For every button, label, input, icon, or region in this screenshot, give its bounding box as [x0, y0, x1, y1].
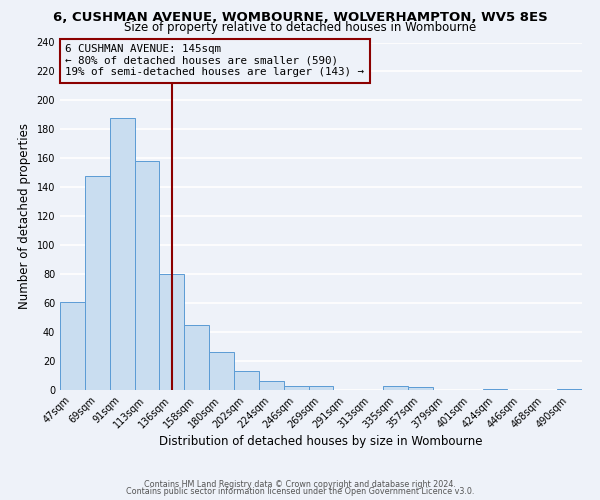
Text: Contains public sector information licensed under the Open Government Licence v3: Contains public sector information licen… [126, 487, 474, 496]
Bar [209, 352, 234, 390]
Bar [60, 302, 85, 390]
Bar [284, 386, 308, 390]
Y-axis label: Number of detached properties: Number of detached properties [18, 123, 31, 309]
Bar [184, 325, 209, 390]
Bar [110, 118, 134, 390]
Bar [557, 388, 582, 390]
Bar [308, 386, 334, 390]
Text: 6 CUSHMAN AVENUE: 145sqm
← 80% of detached houses are smaller (590)
19% of semi-: 6 CUSHMAN AVENUE: 145sqm ← 80% of detach… [65, 44, 364, 78]
Bar [85, 176, 110, 390]
Bar [259, 382, 284, 390]
Text: 6, CUSHMAN AVENUE, WOMBOURNE, WOLVERHAMPTON, WV5 8ES: 6, CUSHMAN AVENUE, WOMBOURNE, WOLVERHAMP… [53, 11, 547, 24]
Text: Size of property relative to detached houses in Wombourne: Size of property relative to detached ho… [124, 21, 476, 34]
X-axis label: Distribution of detached houses by size in Wombourne: Distribution of detached houses by size … [159, 436, 483, 448]
Bar [383, 386, 408, 390]
Bar [408, 387, 433, 390]
Text: Contains HM Land Registry data © Crown copyright and database right 2024.: Contains HM Land Registry data © Crown c… [144, 480, 456, 489]
Bar [160, 274, 184, 390]
Bar [482, 388, 508, 390]
Bar [234, 371, 259, 390]
Bar [134, 161, 160, 390]
